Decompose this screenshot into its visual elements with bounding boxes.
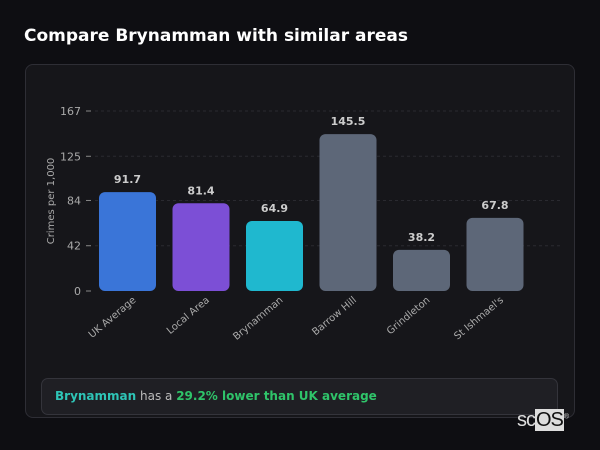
data-label: 67.8 [481,199,508,212]
bar[interactable] [466,217,524,291]
x-tick-label: Brynamman [231,295,285,343]
x-tick-label: Barrow Hill [310,295,359,338]
x-tick-label: Grindleton [385,295,432,337]
y-tick-label: 125 [60,150,81,163]
summary-box: Brynamman has a 29.2% lower than UK aver… [41,378,558,415]
logo: scOS® [517,409,569,431]
data-label: 38.2 [408,231,435,244]
page-title: Compare Brynamman with similar areas [24,26,409,46]
bar[interactable] [319,134,377,291]
x-tick-label: St Ishmael's [452,295,506,342]
data-label: 145.5 [331,115,366,128]
x-tick-label: Local Area [165,295,212,337]
x-tick-label: UK Average [87,295,139,341]
y-axis-label: Crimes per 1,000 [46,158,57,245]
bar[interactable] [172,203,230,291]
data-label: 64.9 [261,202,288,215]
summary-area: Brynamman [55,389,137,403]
y-tick-label: 42 [67,240,81,253]
bar[interactable] [393,249,450,291]
bar[interactable] [246,221,303,291]
y-tick-label: 0 [74,285,81,298]
summary-comparison: 29.2% lower than UK average [176,389,377,403]
data-label: 81.4 [187,184,214,197]
y-tick-label: 167 [60,105,81,118]
y-tick-label: 84 [67,194,81,207]
data-label: 91.7 [114,173,141,186]
summary-text: has a [136,389,177,403]
bar[interactable] [99,192,156,291]
